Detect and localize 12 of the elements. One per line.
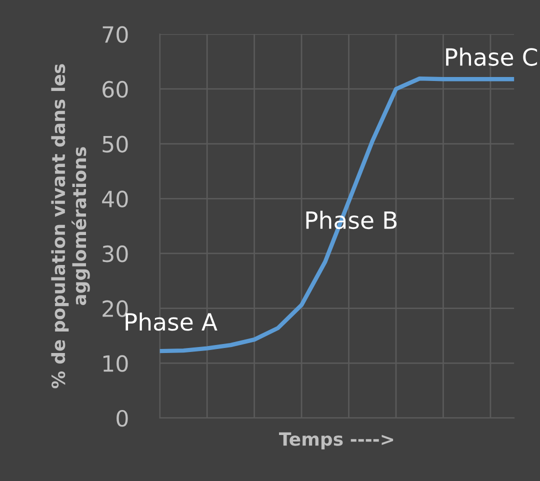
y-tick-label: 50 — [102, 136, 128, 153]
x-axis-title: Temps ----> — [279, 432, 394, 450]
y-tick-label: 20 — [102, 300, 128, 318]
y-tick-label: 0 — [116, 410, 128, 427]
annotation: Phase C — [446, 48, 538, 66]
y-tick-label: 40 — [102, 190, 128, 208]
y-axis-title: % de population vivant dans les agglomérations — [51, 64, 90, 388]
y-tick-label: 30 — [102, 245, 128, 262]
annotation: Phase A — [126, 312, 218, 331]
y-tick-label: 60 — [102, 80, 128, 98]
y-tick-label: 70 — [102, 26, 128, 43]
y-tick-label: 10 — [103, 355, 128, 372]
